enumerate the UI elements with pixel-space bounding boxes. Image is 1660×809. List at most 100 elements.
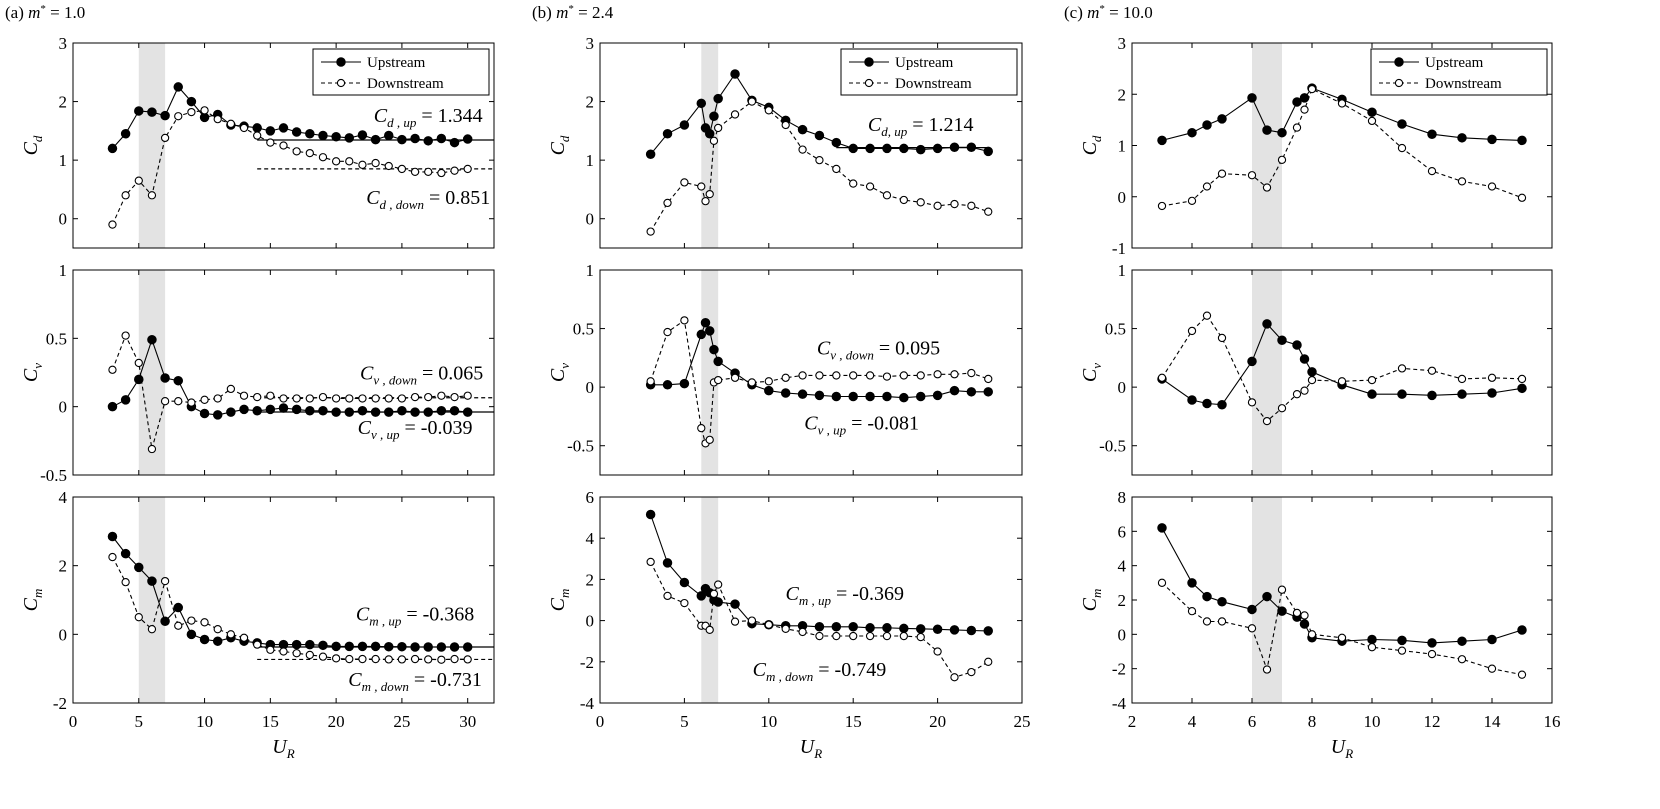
downstream-point (253, 640, 262, 649)
upstream-point (865, 143, 875, 154)
x-tick-label: 10 (1364, 712, 1381, 731)
upstream-point (383, 641, 394, 652)
downstream-point (174, 621, 183, 630)
downstream-point (187, 616, 196, 625)
y-tick-label: 1 (586, 261, 595, 280)
panel-a-Cv: -0.5 0 0.5 1 Cv Cv , down = 0.065 Cv , up = -0… (20, 261, 495, 485)
downstream-point (397, 394, 407, 403)
downstream-point (1247, 624, 1257, 633)
downstream-point (1397, 646, 1407, 655)
downstream-point (663, 327, 672, 337)
upstream-point (831, 391, 842, 402)
downstream-point (1262, 416, 1272, 426)
downstream-point (967, 667, 976, 677)
downstream-point (1217, 169, 1227, 178)
downstream-point (174, 112, 183, 121)
y-tick-label: 2 (1118, 85, 1127, 104)
downstream-point (1202, 617, 1212, 626)
upstream-point (265, 126, 276, 136)
downstream-point (253, 131, 262, 140)
downstream-point (967, 368, 976, 378)
upstream-point (107, 401, 118, 412)
downstream-point (450, 392, 459, 402)
lock-in-band (1252, 270, 1282, 475)
downstream-point (279, 647, 288, 656)
y-tick-label: 1 (1118, 137, 1127, 156)
upstream-point (1262, 591, 1272, 602)
upstream-point (1457, 133, 1467, 143)
upstream-point (709, 344, 719, 355)
upstream-point (160, 110, 170, 121)
upstream-point (160, 373, 170, 383)
downstream-point (1337, 99, 1347, 108)
upstream-point (662, 380, 673, 390)
value-annotation: Cm , up = -0.368 (356, 604, 474, 629)
upstream-point (1247, 604, 1257, 615)
downstream-point (933, 647, 942, 656)
lock-in-band (138, 43, 166, 248)
downstream-point (1300, 611, 1309, 620)
upstream-point (848, 391, 858, 402)
downstream-point (646, 227, 655, 236)
downstream-point (984, 207, 993, 216)
downstream-point (764, 106, 773, 115)
downstream-point (849, 631, 858, 641)
upstream-line (112, 337, 468, 416)
downstream-line (111, 334, 468, 450)
upstream-point (278, 403, 289, 413)
downstream-point (292, 649, 301, 658)
downstream-point (358, 654, 367, 664)
y-axis-label: Cv (547, 363, 572, 382)
upstream-point (882, 623, 892, 633)
upstream-point (291, 639, 302, 650)
x-tick-label: 12 (1424, 712, 1441, 731)
upstream-point (186, 96, 197, 107)
downstream-point (384, 394, 393, 403)
downstream-point (781, 624, 790, 633)
legend-upstream-marker (1394, 57, 1404, 67)
upstream-point (797, 124, 808, 135)
axes-box (1131, 496, 1553, 704)
upstream-point (1427, 129, 1437, 139)
y-tick-label: 6 (1118, 522, 1127, 541)
y-tick-label: 2 (586, 93, 595, 112)
downstream-point (160, 576, 170, 586)
downstream-point (463, 164, 472, 174)
upstream-point (1277, 127, 1287, 138)
downstream-point (1157, 201, 1167, 211)
legend-upstream-marker (864, 57, 874, 67)
downstream-point (747, 616, 757, 625)
downstream-point (160, 133, 170, 143)
downstream-point (134, 613, 143, 622)
downstream-point (463, 655, 472, 664)
legend: Upstream Downstream (1370, 48, 1548, 96)
downstream-point (697, 182, 706, 191)
upstream-point (899, 143, 909, 154)
downstream-point (1262, 183, 1272, 192)
downstream-point (967, 201, 976, 210)
y-tick-label: 4 (59, 488, 68, 507)
downstream-point (1187, 196, 1197, 205)
panel-title: (a) m* = 1.0 (5, 3, 85, 22)
downstream-point (1427, 366, 1437, 375)
upstream-point (173, 602, 184, 613)
y-tick-label: 0.5 (46, 329, 67, 348)
axes-box (1131, 269, 1553, 476)
downstream-point (899, 631, 908, 641)
downstream-point (1300, 386, 1309, 395)
y-tick-label: 1 (59, 151, 68, 170)
upstream-point (370, 641, 381, 652)
downstream-point (160, 397, 170, 406)
upstream-point (1397, 635, 1407, 646)
upstream-point (882, 143, 892, 154)
downstream-point (764, 377, 773, 386)
legend-upstream-label: Upstream (1425, 55, 1484, 71)
axes-box (72, 496, 495, 704)
panel-title: (c) m* = 10.0 (1064, 3, 1153, 22)
legend: Upstream Downstream (840, 48, 1018, 96)
upstream-point (1487, 634, 1497, 645)
upstream-point (410, 407, 420, 417)
upstream-point (318, 130, 328, 141)
